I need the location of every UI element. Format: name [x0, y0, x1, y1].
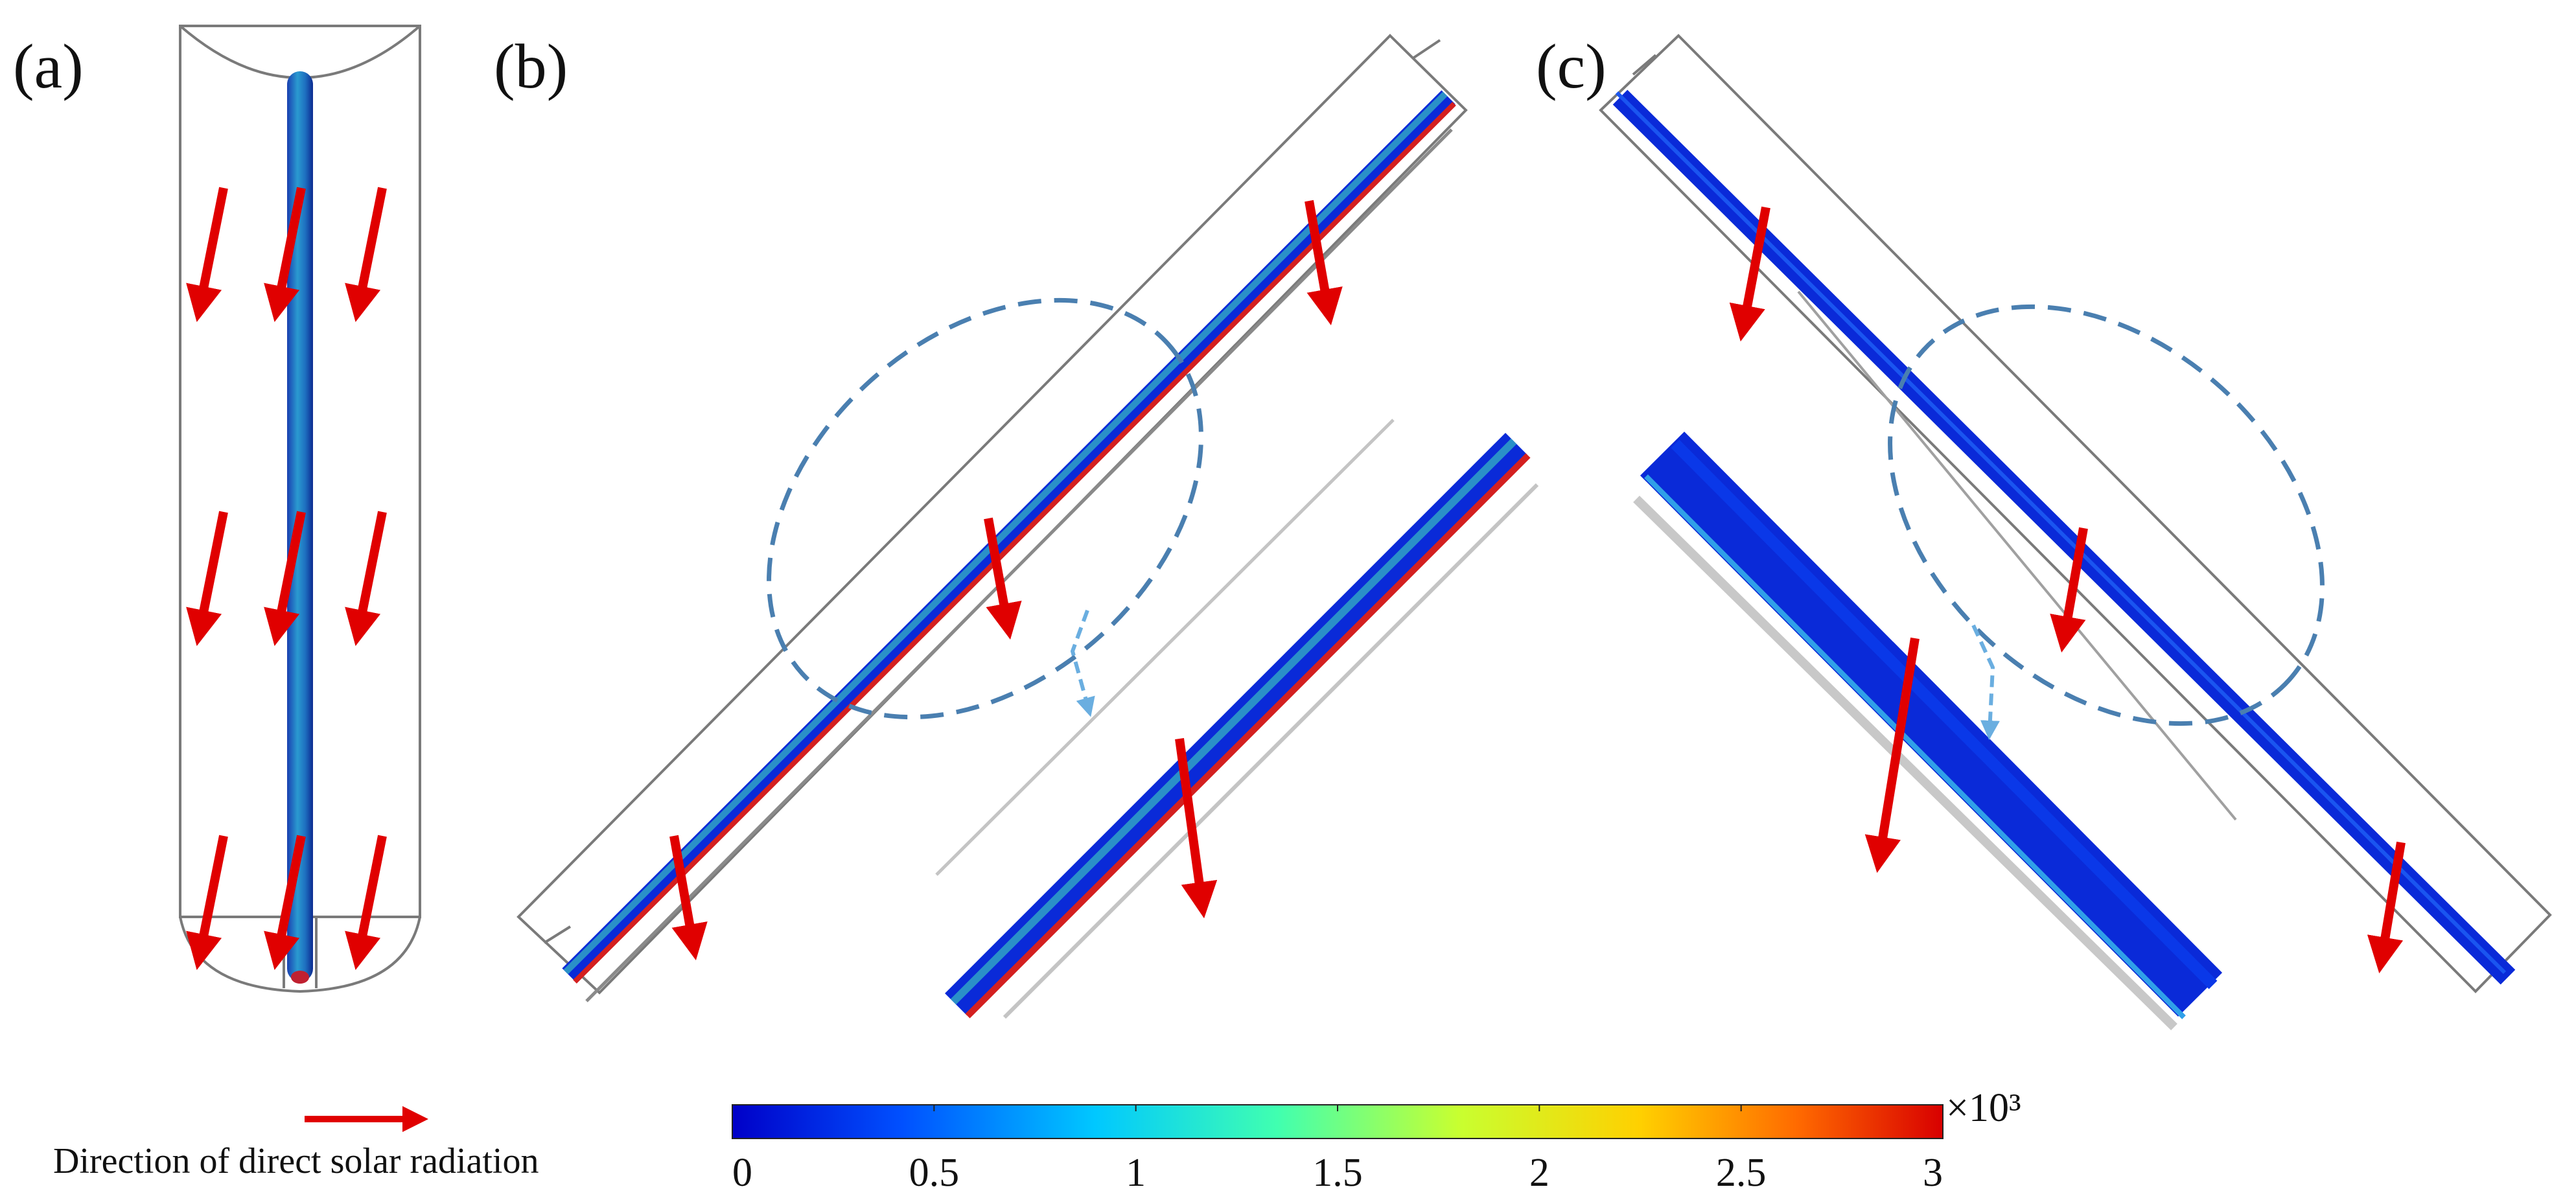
colorbar-tick-label: 2	[1529, 1151, 1549, 1195]
panel-c-radiation-arrows	[1729, 206, 2406, 974]
radiation-legend-label: Direction of direct solar radiation	[53, 1141, 539, 1181]
colorbar-multiplier: ×10³	[1946, 1086, 2021, 1130]
colorbar-tick-label: 1.5	[1312, 1151, 1363, 1195]
colorbar-tick-label: 0	[732, 1151, 752, 1195]
panel-b-callout-arrow	[1070, 609, 1095, 717]
panel-label-c: (c)	[1536, 32, 1607, 102]
panel-b-zoom-inset	[935, 419, 1539, 1019]
colorbar: 0 0.5 1 1.5 2 2.5 3 ×10³	[732, 1086, 2021, 1195]
panel-label-b: (b)	[494, 32, 568, 102]
panel-b-absorber-tube	[562, 90, 1456, 984]
colorbar-tick-label: 2.5	[1716, 1151, 1767, 1195]
panel-c-callout-arrow	[1971, 624, 2000, 740]
panel-c-callout-ellipse	[1888, 304, 2325, 726]
panel-label-a: (a)	[13, 32, 84, 102]
radiation-legend: Direction of direct solar radiation	[53, 1106, 539, 1181]
panel-c-zoom-inset	[1633, 432, 2223, 1030]
panel-b-collector	[516, 34, 1468, 1002]
colorbar-tick-label: 1	[1126, 1151, 1146, 1195]
panel-c-collector	[1599, 34, 2552, 993]
colorbar-tick-label: 3	[1923, 1151, 1943, 1195]
colorbar-tick-label: 0.5	[909, 1151, 960, 1195]
panel-a-radiation-arrows	[186, 187, 387, 970]
panel-b-callout-ellipse	[767, 297, 1203, 720]
panel-b-radiation-arrows	[669, 200, 1343, 961]
